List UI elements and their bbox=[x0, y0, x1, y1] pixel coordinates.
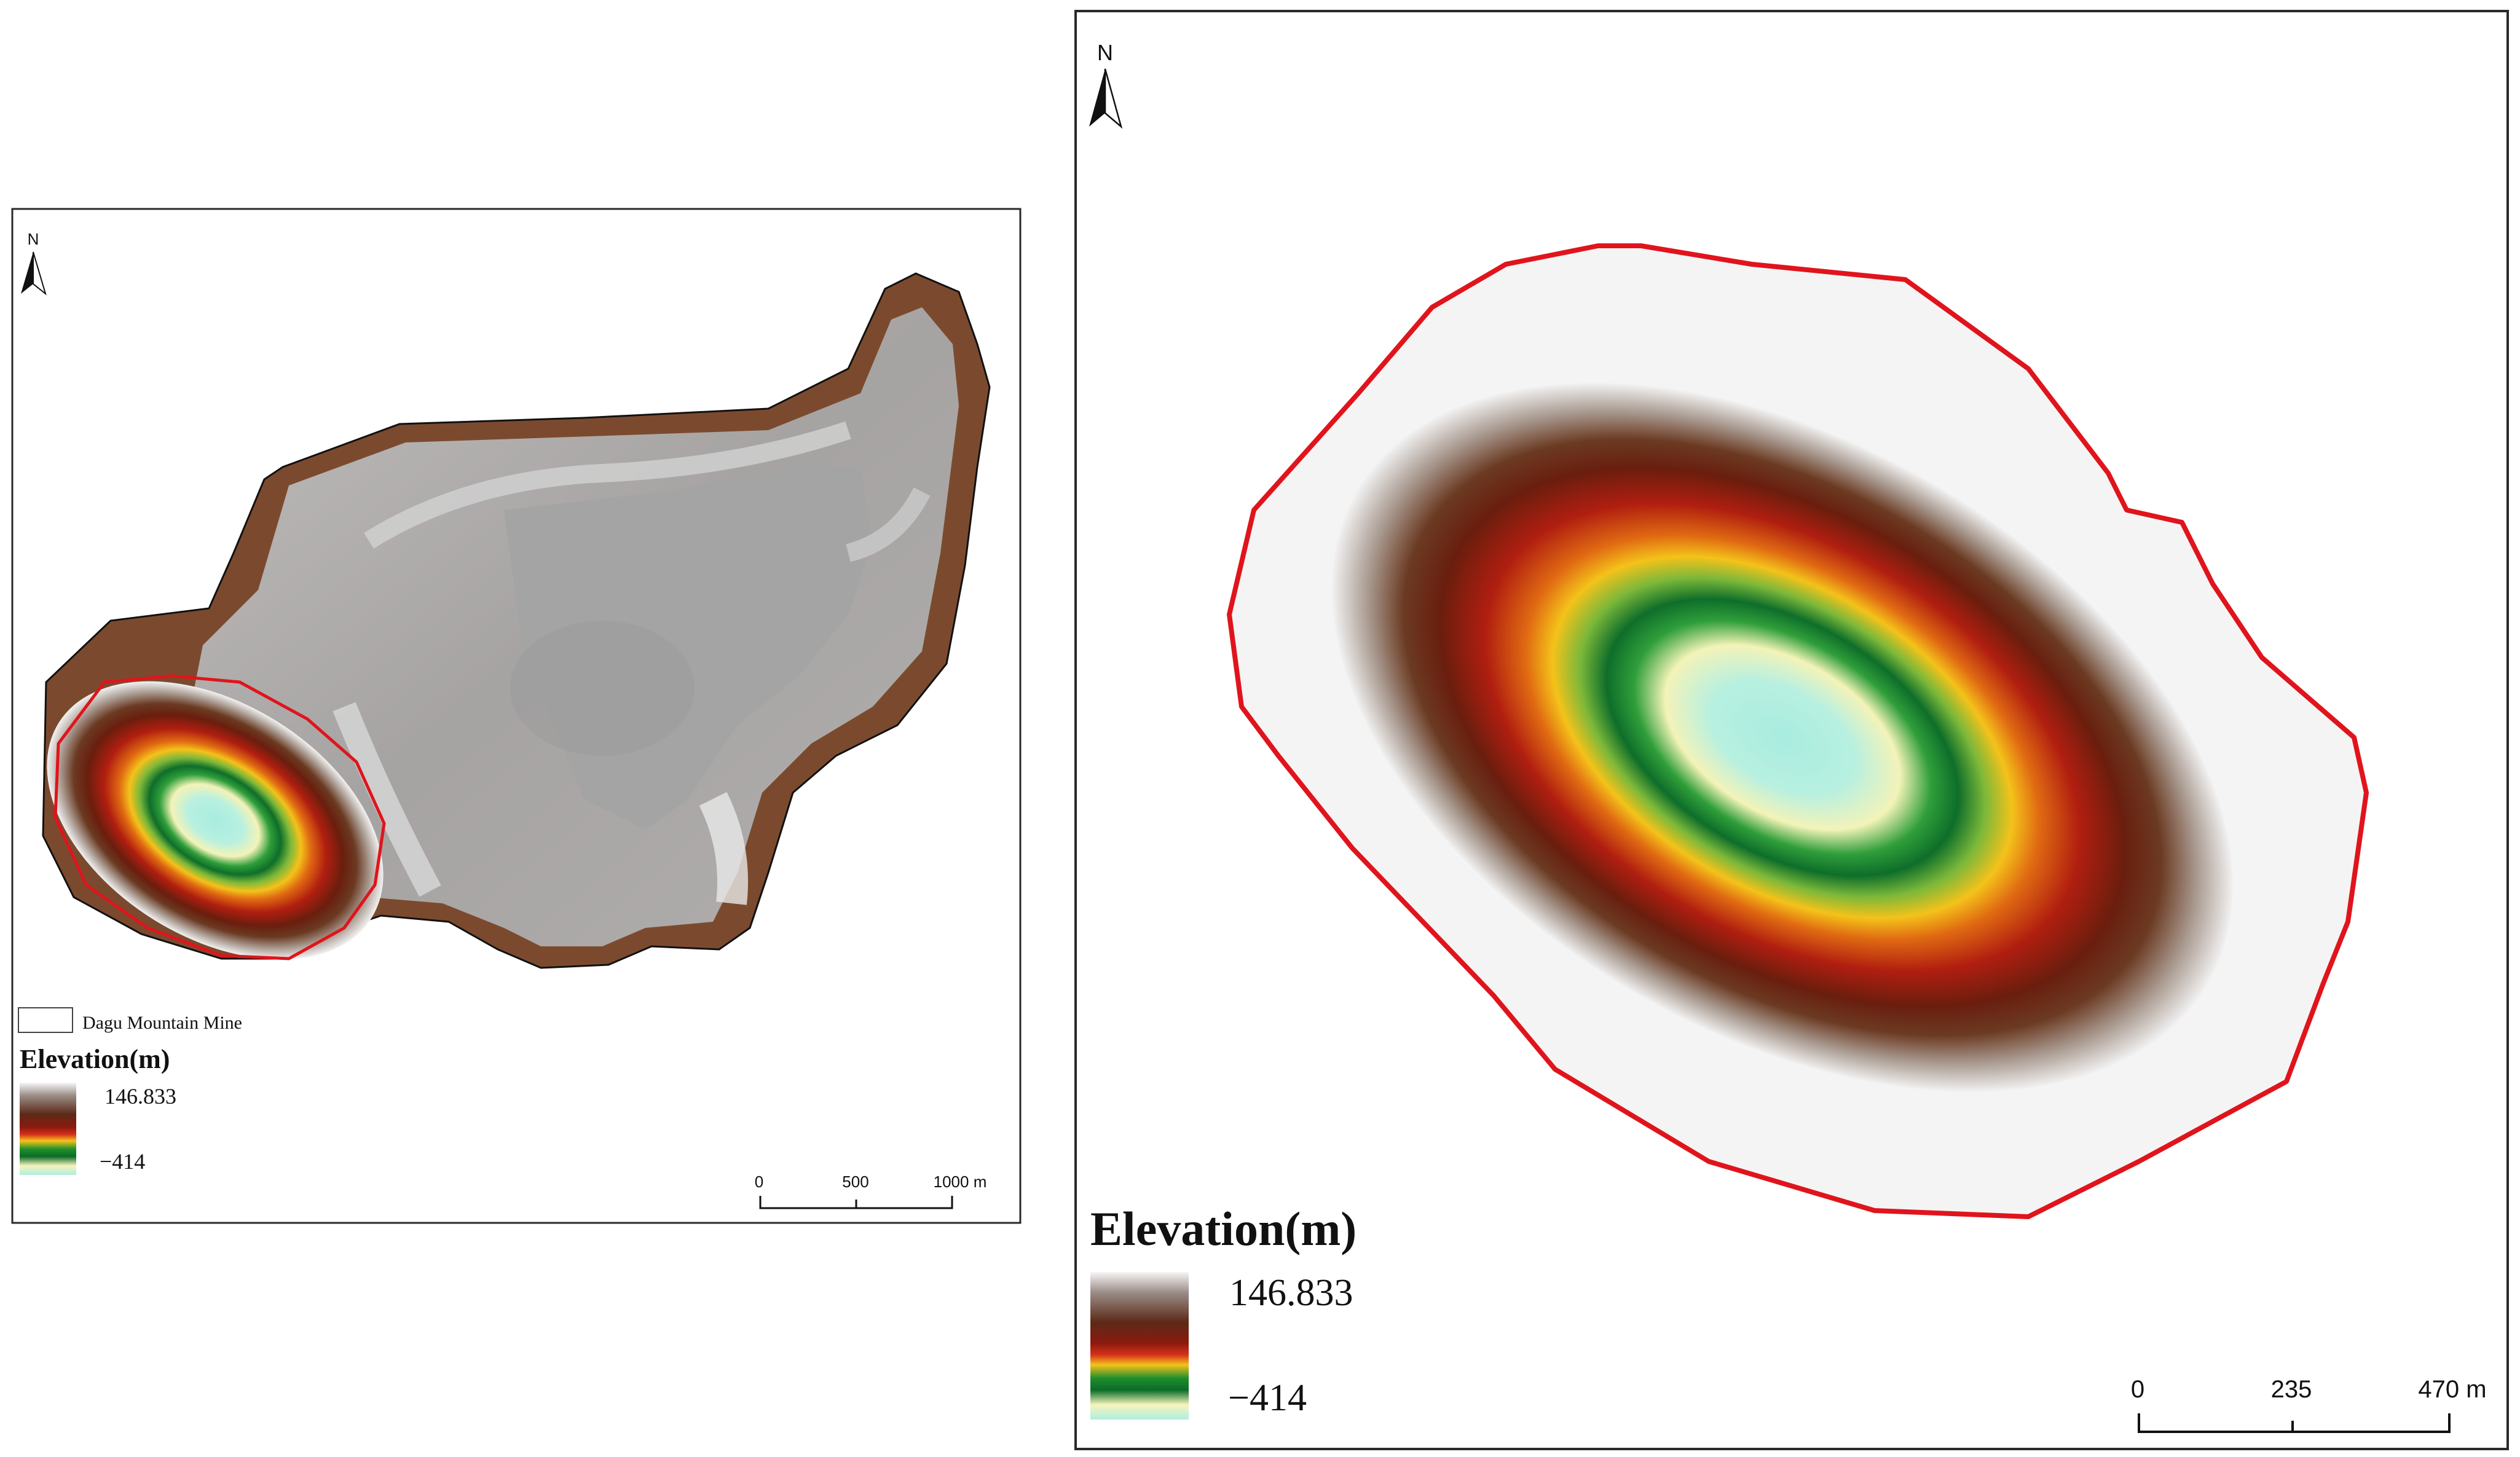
north-arrow-icon: N bbox=[1089, 40, 1123, 129]
scale-tick-1: 500 bbox=[842, 1172, 868, 1191]
open-pit-left bbox=[47, 674, 386, 960]
legend-min-label: −414 bbox=[1228, 1377, 1307, 1419]
scale-tick-1: 235 bbox=[2271, 1376, 2312, 1403]
mine-boundary bbox=[42, 272, 991, 969]
scale-tick-0: 0 bbox=[755, 1172, 763, 1191]
right-map-panel: N Elevation(m) 146.833 −414 0 235 470 m bbox=[1074, 10, 2509, 1450]
mine-legend-swatch bbox=[18, 1007, 73, 1033]
right-scale-bar: 0 235 470 m bbox=[2131, 1376, 2487, 1433]
elevation-color-ramp bbox=[1090, 1272, 1189, 1420]
legend-min-label: −414 bbox=[100, 1149, 145, 1174]
right-legend: Elevation(m) 146.833 −414 bbox=[1090, 1202, 1356, 1420]
left-scale-bar: 0 500 1000 m bbox=[755, 1172, 987, 1209]
left-map-panel: N Dagu Mountain Mine Elevation(m) 146.83… bbox=[11, 208, 1022, 1224]
north-label: N bbox=[1097, 40, 1113, 65]
pit-boundary-left bbox=[53, 674, 386, 960]
north-arrow-icon: N bbox=[21, 230, 47, 296]
scale-tick-0: 0 bbox=[2131, 1376, 2144, 1403]
left-legend: Dagu Mountain Mine Elevation(m) 146.833 … bbox=[18, 1007, 242, 1175]
legend-max-label: 146.833 bbox=[1229, 1272, 1353, 1314]
open-pit-detail bbox=[1227, 243, 2369, 1219]
north-label: N bbox=[28, 230, 39, 248]
legend-title: Elevation(m) bbox=[1090, 1202, 1356, 1255]
legend-boundary-label: Dagu Mountain Mine bbox=[82, 1013, 242, 1033]
legend-max-label: 146.833 bbox=[104, 1084, 176, 1109]
pit-boundary-right bbox=[1227, 243, 2369, 1219]
legend-title: Elevation(m) bbox=[20, 1044, 170, 1074]
scale-tick-2: 1000 m bbox=[934, 1172, 987, 1191]
scale-tick-2: 470 m bbox=[2418, 1376, 2486, 1403]
elevation-color-ramp bbox=[20, 1083, 76, 1175]
